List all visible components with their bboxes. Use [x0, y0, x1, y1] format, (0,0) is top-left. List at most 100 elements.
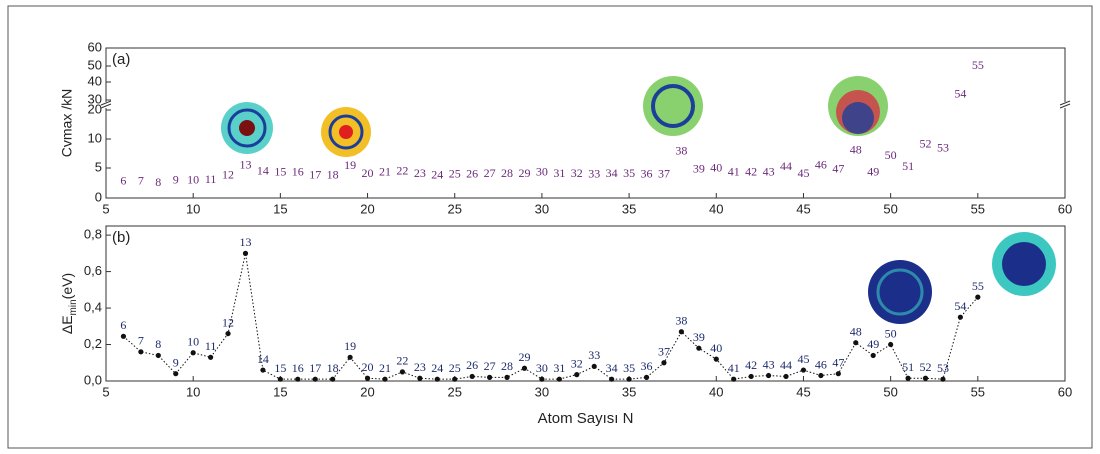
- data-point: [714, 357, 719, 362]
- data-point: [836, 371, 841, 376]
- point-label: 52: [920, 360, 932, 374]
- y-tick-label: 5: [95, 159, 102, 174]
- cluster-48: [828, 76, 888, 136]
- point-label: 23: [414, 166, 426, 180]
- x-tick-label: 55: [971, 201, 985, 216]
- point-label: 42: [745, 358, 757, 372]
- data-point: [191, 350, 196, 355]
- point-label: 38: [675, 144, 687, 158]
- point-label: 17: [309, 168, 321, 182]
- point-label: 45: [797, 166, 809, 180]
- data-point: [574, 372, 579, 377]
- data-point: [871, 353, 876, 358]
- panel-label: (b): [112, 229, 130, 246]
- data-point: [749, 374, 754, 379]
- point-label: 26: [466, 166, 478, 180]
- data-point: [818, 373, 823, 378]
- x-tick-label: 25: [447, 384, 461, 399]
- y-axis-label-part: (eV): [59, 273, 75, 299]
- x-tick-label: 15: [273, 384, 287, 399]
- point-label: 14: [257, 352, 269, 366]
- y-tick-label: 10: [88, 130, 102, 145]
- data-point: [470, 374, 475, 379]
- data-point: [539, 377, 544, 382]
- x-tick-label: 40: [709, 201, 723, 216]
- point-label: 38: [675, 314, 687, 328]
- point-label: 8: [155, 337, 161, 351]
- point-label: 42: [745, 165, 757, 179]
- x-tick-label: 60: [1058, 384, 1072, 399]
- data-point: [487, 375, 492, 380]
- point-label: 46: [815, 357, 827, 371]
- data-point: [958, 315, 963, 320]
- point-label: 44: [780, 358, 792, 372]
- y-tick-label: 40: [88, 73, 102, 88]
- point-label: 28: [501, 166, 513, 180]
- point-label: 24: [431, 361, 443, 375]
- point-label: 22: [396, 163, 408, 177]
- point-label: 9: [173, 172, 179, 186]
- point-label: 21: [379, 165, 391, 179]
- cluster-55: [992, 232, 1056, 296]
- x-tick-label: 20: [360, 201, 374, 216]
- point-label: 54: [954, 299, 966, 313]
- point-label: 20: [362, 166, 374, 180]
- x-tick-label: 30: [535, 201, 549, 216]
- data-point: [243, 251, 248, 256]
- x-tick-label: 50: [883, 384, 897, 399]
- point-label: 40: [710, 160, 722, 174]
- point-label: 18: [327, 361, 339, 375]
- point-label: 30: [536, 165, 548, 179]
- point-label: 41: [728, 361, 740, 375]
- data-point: [853, 340, 858, 345]
- x-tick-label: 30: [535, 384, 549, 399]
- y-tick-label: 0,8: [84, 227, 102, 242]
- point-label: 12: [222, 168, 234, 182]
- point-label: 29: [518, 166, 530, 180]
- data-point: [609, 377, 614, 382]
- point-label: 33: [588, 166, 600, 180]
- point-label: 49: [867, 165, 879, 179]
- point-label: 40: [710, 341, 722, 355]
- point-label: 45: [797, 352, 809, 366]
- point-label: 43: [763, 357, 775, 371]
- point-label: 25: [449, 166, 461, 180]
- x-tick-label: 40: [709, 384, 723, 399]
- x-tick-label: 50: [883, 201, 897, 216]
- x-tick-label: 25: [447, 201, 461, 216]
- data-point: [330, 377, 335, 382]
- data-point: [225, 331, 230, 336]
- point-label: 25: [449, 361, 461, 375]
- point-label: 48: [850, 142, 862, 156]
- y-tick-label: 50: [88, 57, 102, 72]
- point-label: 55: [972, 58, 984, 72]
- data-point: [905, 376, 910, 381]
- point-label: 47: [832, 355, 844, 369]
- point-label: 8: [155, 175, 161, 189]
- data-point: [888, 342, 893, 347]
- point-label: 55: [972, 279, 984, 293]
- point-label: 34: [606, 361, 618, 375]
- point-label: 54: [954, 86, 966, 100]
- point-label: 35: [623, 166, 635, 180]
- data-point: [923, 376, 928, 381]
- data-point: [138, 349, 143, 354]
- point-label: 50: [885, 326, 897, 340]
- data-point: [121, 334, 126, 339]
- point-label: 18: [327, 168, 339, 182]
- data-point: [557, 377, 562, 382]
- figure: 5101520253035404550556005102030405060(a)…: [0, 0, 1100, 454]
- point-label: 36: [641, 359, 653, 373]
- point-label: 19: [344, 339, 356, 353]
- data-point: [260, 367, 265, 372]
- point-label: 53: [937, 361, 949, 375]
- x-tick-label: 35: [622, 384, 636, 399]
- data-point: [400, 369, 405, 374]
- x-tick-label: 45: [796, 201, 810, 216]
- data-point: [940, 377, 945, 382]
- point-label: 49: [867, 337, 879, 351]
- point-label: 30: [536, 361, 548, 375]
- point-label: 51: [902, 360, 914, 374]
- point-label: 16: [292, 361, 304, 375]
- data-point: [452, 377, 457, 382]
